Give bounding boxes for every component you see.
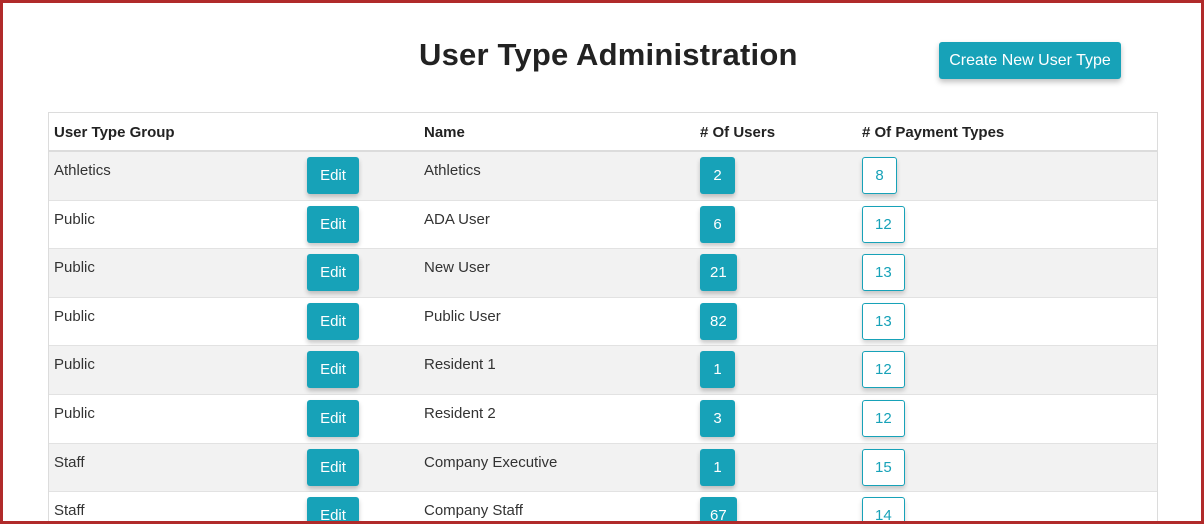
table-row: Public Edit Resident 1 1 12 xyxy=(49,346,1157,395)
payment-types-count-button[interactable]: 12 xyxy=(862,399,905,437)
payment-types-count-button[interactable]: 12 xyxy=(862,351,905,389)
users-count-button[interactable]: 67 xyxy=(700,497,737,521)
user-types-table: User Type Group Name # Of Users # Of Pay… xyxy=(48,112,1158,521)
table-row: Public Edit New User 21 13 xyxy=(49,249,1157,298)
user-type-group-cell: Public xyxy=(54,356,95,374)
page-title: User Type Administration xyxy=(419,37,798,72)
table-row: Public Edit Public User 82 13 xyxy=(49,297,1157,347)
user-type-name-cell: ADA User xyxy=(424,210,490,228)
table-row: Public Edit Resident 2 3 12 xyxy=(49,394,1157,444)
table-row: Athletics Edit Athletics 2 8 xyxy=(49,152,1157,201)
user-type-group-cell: Staff xyxy=(54,502,85,520)
table-body: Athletics Edit Athletics 2 8 Public Edit ADA Us… xyxy=(49,152,1157,521)
header-number-of-users: # Of Users xyxy=(700,124,776,141)
users-count-button[interactable]: 1 xyxy=(700,351,735,389)
users-count-button[interactable]: 3 xyxy=(700,399,735,437)
user-type-group-cell: Public xyxy=(54,210,95,228)
edit-button[interactable]: Edit xyxy=(307,157,359,194)
users-count-button[interactable]: 21 xyxy=(700,254,737,292)
table-row: Public Edit ADA User 6 12 xyxy=(49,200,1157,250)
table-header: User Type Group Name # Of Users # Of Pay… xyxy=(49,113,1157,152)
user-type-name-cell: Resident 2 xyxy=(424,404,496,422)
edit-button[interactable]: Edit xyxy=(307,351,359,389)
user-type-group-cell: Public xyxy=(54,404,95,422)
users-count-button[interactable]: 1 xyxy=(700,448,735,486)
edit-button[interactable]: Edit xyxy=(307,302,359,340)
payment-types-count-button[interactable]: 8 xyxy=(862,157,897,194)
edit-button[interactable]: Edit xyxy=(307,205,359,243)
user-type-name-cell: Resident 1 xyxy=(424,356,496,374)
user-type-group-cell: Public xyxy=(54,307,95,325)
users-count-button[interactable]: 2 xyxy=(700,157,735,194)
edit-button[interactable]: Edit xyxy=(307,254,359,292)
table-row: Staff Edit Company Staff 67 14 xyxy=(49,492,1157,521)
user-type-group-cell: Athletics xyxy=(54,162,111,179)
user-type-group-cell: Public xyxy=(54,259,95,277)
edit-button[interactable]: Edit xyxy=(307,497,359,521)
payment-types-count-button[interactable]: 13 xyxy=(862,254,905,292)
edit-button[interactable]: Edit xyxy=(307,448,359,486)
create-new-user-type-button[interactable]: Create New User Type xyxy=(939,42,1121,79)
user-type-name-cell: Company Executive xyxy=(424,453,558,471)
edit-button[interactable]: Edit xyxy=(307,399,359,437)
payment-types-count-button[interactable]: 15 xyxy=(862,448,905,486)
payment-types-count-button[interactable]: 12 xyxy=(862,205,905,243)
user-type-group-cell: Staff xyxy=(54,453,85,471)
header-name: Name xyxy=(424,124,465,141)
user-type-name-cell: Company Staff xyxy=(424,502,523,520)
header-user-type-group: User Type Group xyxy=(54,124,175,141)
payment-types-count-button[interactable]: 13 xyxy=(862,302,905,340)
users-count-button[interactable]: 82 xyxy=(700,302,737,340)
user-type-name-cell: Athletics xyxy=(424,162,481,179)
payment-types-count-button[interactable]: 14 xyxy=(862,497,905,521)
user-type-name-cell: Public User xyxy=(424,307,501,325)
table-row: Staff Edit Company Executive 1 15 xyxy=(49,443,1157,493)
user-type-name-cell: New User xyxy=(424,259,490,277)
header-number-of-payment-types: # Of Payment Types xyxy=(862,124,1005,141)
users-count-button[interactable]: 6 xyxy=(700,205,735,243)
